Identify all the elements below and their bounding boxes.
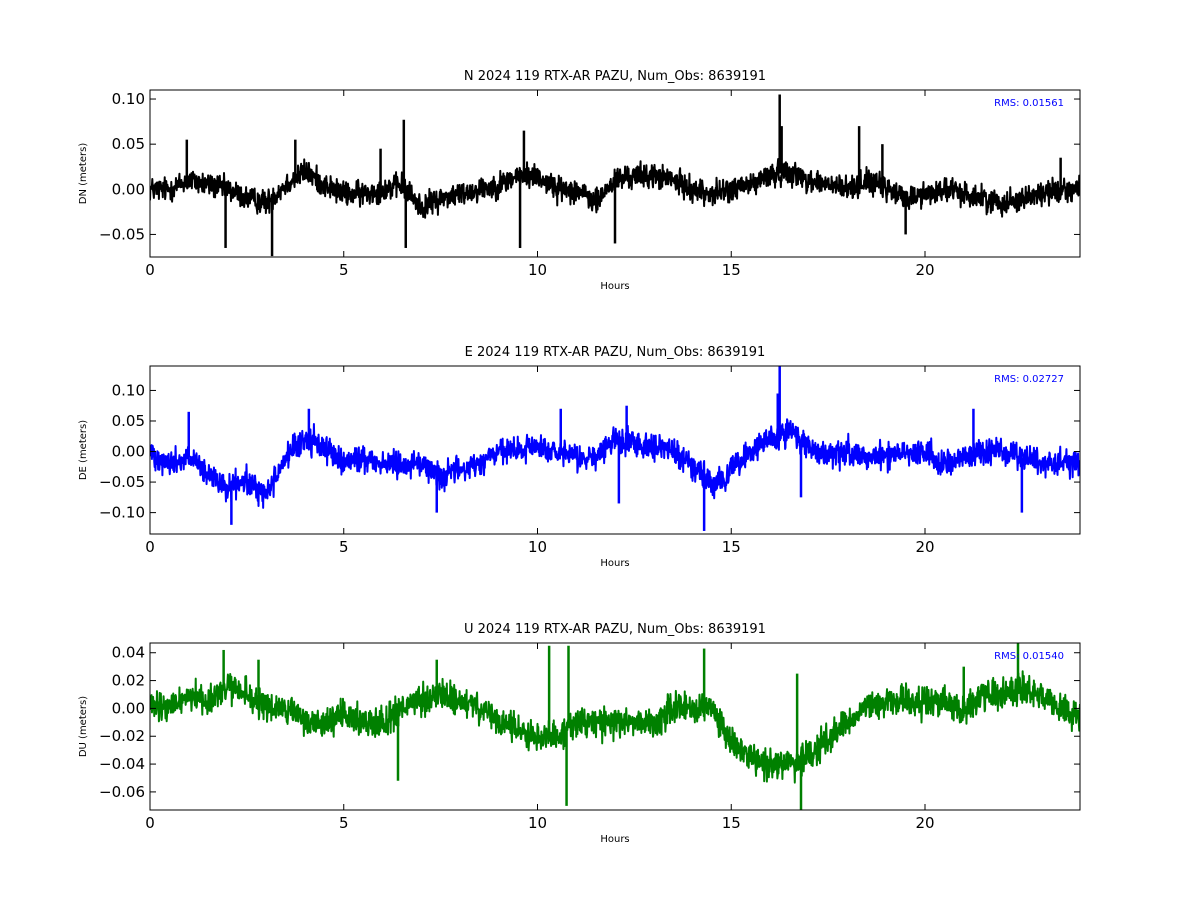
x-axis-label-north: Hours [600,281,629,292]
panel-up: 0 5 10 15 20 −0.06 −0.04 −0.02 0.00 0.02 0.04 U 202… [78,622,1081,845]
y-tick-label-up-2: −0.02 [99,727,145,745]
y-tick-label-east-0: −0.10 [99,504,145,522]
y-tick-label-north-0: −0.05 [99,225,145,243]
x-tick-label-north-0: 0 [145,261,155,279]
y-tick-label-north-1: 0.00 [112,180,145,198]
panel-north: 0 5 10 15 20 −0.05 0.00 0.05 0.10 N 2024 119 RTX-… [78,69,1081,292]
y-axis-label-up: DU (meters) [78,696,89,757]
x-axis-label-east: Hours [600,558,629,569]
axes-frame-east [149,365,1081,535]
y-tick-label-up-1: −0.04 [99,755,145,773]
x-axis-label-up: Hours [600,834,629,845]
x-tick-label-east-1: 5 [339,538,349,556]
x-tick-label-north-2: 10 [528,261,547,279]
y-tick-label-up-0: −0.06 [99,783,145,801]
x-tick-label-up-0: 0 [145,814,155,832]
rms-annotation-north: RMS: 0.01561 [994,98,1064,109]
rms-annotation-up: RMS: 0.01540 [994,651,1064,662]
x-tick-label-east-2: 10 [528,538,547,556]
chart-title-up: U 2024 119 RTX-AR PAZU, Num_Obs: 8639191 [464,622,766,637]
x-tick-label-north-4: 20 [915,261,934,279]
y-tick-label-up-4: 0.02 [112,672,145,690]
axes-frame-up [149,642,1081,811]
series-line-up [150,670,1080,784]
y-tick-label-east-4: 0.10 [112,381,145,399]
x-tick-label-up-3: 15 [722,814,741,832]
x-tick-label-east-0: 0 [145,538,155,556]
x-tick-label-up-4: 20 [915,814,934,832]
rms-annotation-east: RMS: 0.02727 [994,374,1064,385]
chart-title-north: N 2024 119 RTX-AR PAZU, Num_Obs: 8639191 [464,69,766,84]
chart-title-east: E 2024 119 RTX-AR PAZU, Num_Obs: 8639191 [465,345,766,360]
y-tick-label-up-3: 0.00 [112,699,145,717]
y-tick-label-north-3: 0.10 [112,90,145,108]
y-tick-label-east-3: 0.05 [112,412,145,430]
y-axis-label-north: DN (meters) [78,143,89,205]
axes-frame-north [149,89,1081,258]
y-axis-label-east: DE (meters) [78,420,89,480]
y-tick-label-north-2: 0.05 [112,135,145,153]
x-tick-label-up-2: 10 [528,814,547,832]
x-tick-label-north-1: 5 [339,261,349,279]
x-tick-label-east-3: 15 [722,538,741,556]
series-line-east [150,418,1080,509]
y-tick-label-east-2: 0.00 [112,443,145,461]
x-tick-label-north-3: 15 [722,261,741,279]
x-tick-label-up-1: 5 [339,814,349,832]
y-tick-label-east-1: −0.05 [99,473,145,491]
panel-east: 0 5 10 15 20 −0.10 −0.05 0.00 0.05 0.10 E 2024 119… [78,345,1081,569]
x-tick-label-east-4: 20 [915,538,934,556]
y-tick-label-up-5: 0.04 [112,644,145,662]
